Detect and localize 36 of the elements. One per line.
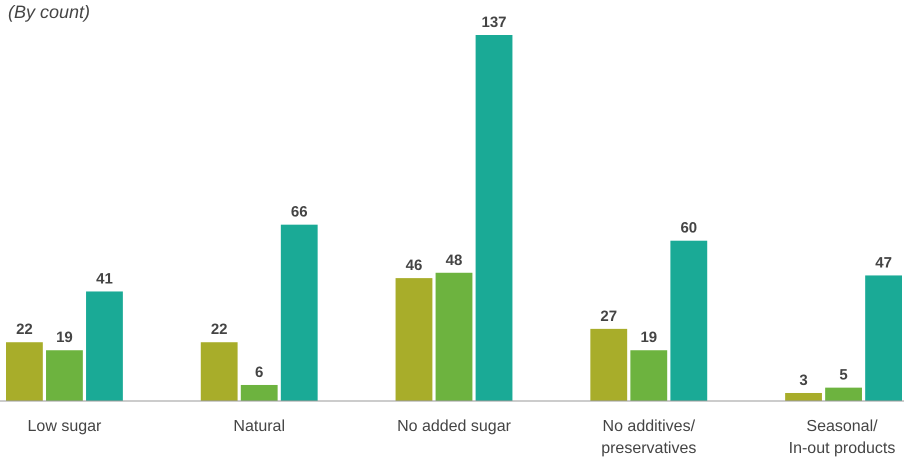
bar [240,384,278,401]
bar [630,350,668,401]
data-label: 27 [600,308,618,325]
bar [46,350,83,401]
data-label: 66 [290,204,308,221]
data-label: 6 [255,364,264,381]
data-label: 46 [406,257,422,274]
bar [280,224,318,401]
x-tick-label: Seasonal/ In-out products [788,418,896,457]
x-tick-label: Natural [233,418,286,435]
bar [396,278,432,401]
data-label: 60 [680,220,698,237]
bar [6,342,43,401]
data-label: 5 [839,366,848,384]
bar [436,272,472,401]
bar [590,328,628,401]
bar [476,35,512,401]
x-tick-label: Low sugar [28,418,102,435]
x-tick-label: No additives/ preservatives [601,418,696,457]
data-label: 19 [640,329,658,346]
bar [785,392,822,401]
bar [670,240,708,401]
data-label: 47 [875,254,892,272]
data-label: 3 [799,372,808,389]
data-label: 22 [16,321,33,338]
data-label: 22 [210,321,228,338]
data-label: 19 [56,329,73,346]
bar [825,388,862,401]
data-label: 137 [482,14,507,31]
bar [865,275,902,401]
x-tick-label: No added sugar [397,418,512,435]
bar [200,342,238,401]
data-label: 48 [446,252,462,269]
bar [86,291,123,401]
data-label: 41 [96,270,113,288]
chart-subtitle: (By count) [8,2,90,22]
